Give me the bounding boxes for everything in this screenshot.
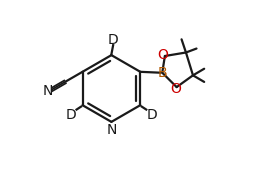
Text: N: N bbox=[42, 84, 53, 98]
Text: D: D bbox=[108, 33, 119, 47]
Text: O: O bbox=[170, 82, 181, 96]
Text: D: D bbox=[65, 108, 76, 122]
Text: D: D bbox=[147, 108, 157, 122]
Text: O: O bbox=[157, 48, 168, 62]
Text: B: B bbox=[157, 66, 167, 80]
Text: N: N bbox=[106, 123, 117, 137]
